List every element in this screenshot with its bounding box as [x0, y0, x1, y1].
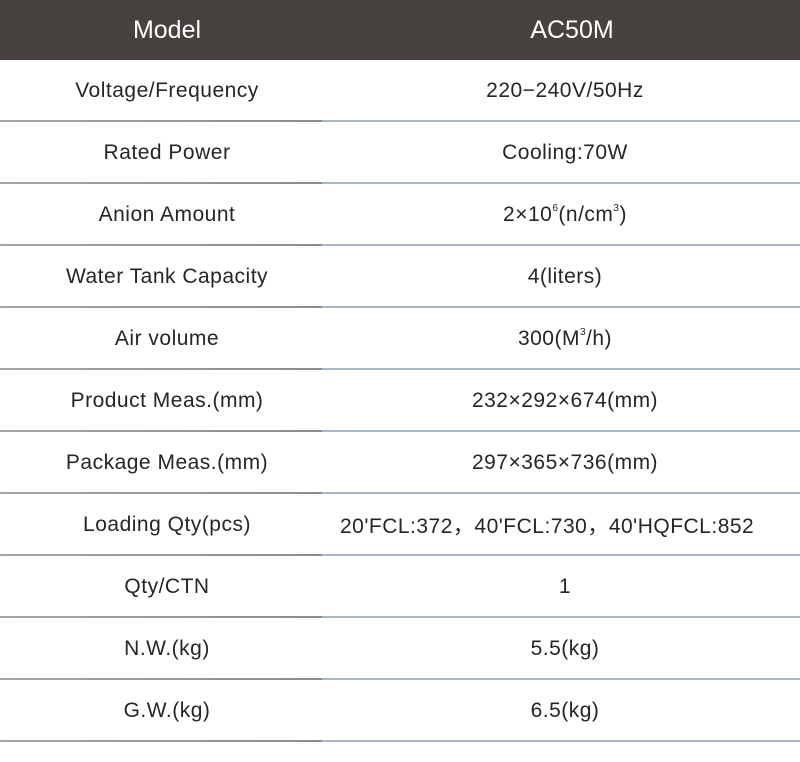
row-package-meas: Package Meas.(mm) 297×365×736(mm): [0, 432, 800, 494]
row-voltage-frequency: Voltage/Frequency 220−240V/50Hz: [0, 60, 800, 122]
row-qty-ctn: Qty/CTN 1: [0, 556, 800, 618]
row-label: Package Meas.(mm): [65, 451, 269, 474]
superscript: 6: [552, 203, 559, 214]
superscript: 3: [579, 327, 587, 338]
row-value: 4(liters): [527, 265, 603, 288]
row-divider: [0, 740, 800, 742]
row-label: N.W.(kg): [124, 637, 210, 660]
row-value: 300(M3/h): [334, 327, 800, 351]
row-gross-weight: G.W.(kg) 6.5(kg): [0, 680, 800, 742]
row-label: Air volume: [114, 327, 220, 350]
table-header: Model AC50M: [0, 0, 800, 60]
header-label: Model: [132, 15, 202, 44]
row-anion-amount: Anion Amount 2×106(n/cm3): [0, 184, 800, 246]
row-divider: [0, 306, 800, 308]
row-label: Qty/CTN: [124, 575, 210, 598]
row-label: Loading Qty(pcs): [83, 513, 251, 536]
row-label: Water Tank Capacity: [65, 265, 269, 288]
row-water-tank-capacity: Water Tank Capacity 4(liters): [0, 246, 800, 308]
value-text: ): [619, 203, 627, 226]
row-value: 20'FCL:372，40'FCL:730，40'HQFCL:852: [340, 515, 755, 538]
superscript: 3: [613, 203, 620, 214]
row-label: Anion Amount: [98, 203, 236, 226]
row-label: Voltage/Frequency: [75, 79, 259, 102]
header-model-value: AC50M: [530, 15, 614, 44]
row-label: Rated Power: [103, 141, 231, 164]
row-value: 220−240V/50Hz: [486, 79, 644, 102]
row-divider: [0, 368, 800, 370]
row-loading-qty: Loading Qty(pcs) 20'FCL:372，40'FCL:730，4…: [0, 494, 800, 556]
row-divider: [0, 430, 800, 432]
row-divider: [0, 182, 800, 184]
row-value: Cooling:70W: [502, 141, 628, 164]
row-divider: [0, 616, 800, 618]
row-label: Product Meas.(mm): [70, 389, 264, 412]
row-air-volume: Air volume 300(M3/h): [0, 308, 800, 370]
row-divider: [0, 120, 800, 122]
value-text: 300(M: [517, 327, 580, 350]
row-divider: [0, 492, 800, 494]
row-value: 297×365×736(mm): [471, 451, 659, 474]
value-text: /h): [586, 327, 613, 350]
row-product-meas: Product Meas.(mm) 232×292×674(mm): [0, 370, 800, 432]
row-value: 6.5(kg): [530, 699, 600, 722]
value-text: 2×10: [503, 203, 553, 226]
row-divider: [0, 244, 800, 246]
row-label: G.W.(kg): [123, 699, 211, 722]
row-rated-power: Rated Power Cooling:70W: [0, 122, 800, 184]
row-value: 232×292×674(mm): [471, 389, 659, 412]
row-divider: [0, 678, 800, 680]
row-divider: [0, 554, 800, 556]
row-value: 5.5(kg): [530, 637, 600, 660]
row-net-weight: N.W.(kg) 5.5(kg): [0, 618, 800, 680]
row-value: 1: [558, 575, 572, 598]
row-value: 2×106(n/cm3): [334, 203, 800, 227]
value-text: (n/cm: [558, 203, 614, 226]
